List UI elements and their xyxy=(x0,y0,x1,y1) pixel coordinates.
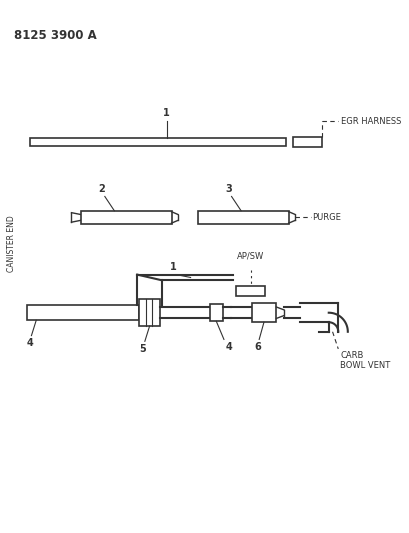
Text: CANISTER END: CANISTER END xyxy=(7,216,16,272)
Bar xyxy=(198,211,288,224)
Text: 4: 4 xyxy=(27,338,34,349)
Bar xyxy=(139,300,160,326)
Text: 2: 2 xyxy=(98,183,105,193)
Text: 3: 3 xyxy=(225,183,231,193)
Bar xyxy=(209,304,222,321)
Text: PURGE: PURGE xyxy=(312,213,341,222)
Text: 1: 1 xyxy=(163,108,170,118)
Text: 6: 6 xyxy=(253,342,260,352)
Text: 4: 4 xyxy=(225,342,232,352)
Bar xyxy=(27,305,139,320)
Bar xyxy=(236,286,264,296)
Text: AP/SW: AP/SW xyxy=(236,251,263,260)
Text: CARB
BOWL VENT: CARB BOWL VENT xyxy=(339,351,389,370)
Bar xyxy=(251,303,276,322)
Text: 8125 3900 A: 8125 3900 A xyxy=(14,29,97,42)
Text: EGR HARNESS: EGR HARNESS xyxy=(340,117,400,126)
Text: 1: 1 xyxy=(170,262,176,272)
Bar xyxy=(293,138,321,147)
Bar xyxy=(81,211,171,224)
Text: 5: 5 xyxy=(139,344,146,354)
Bar xyxy=(30,139,285,146)
